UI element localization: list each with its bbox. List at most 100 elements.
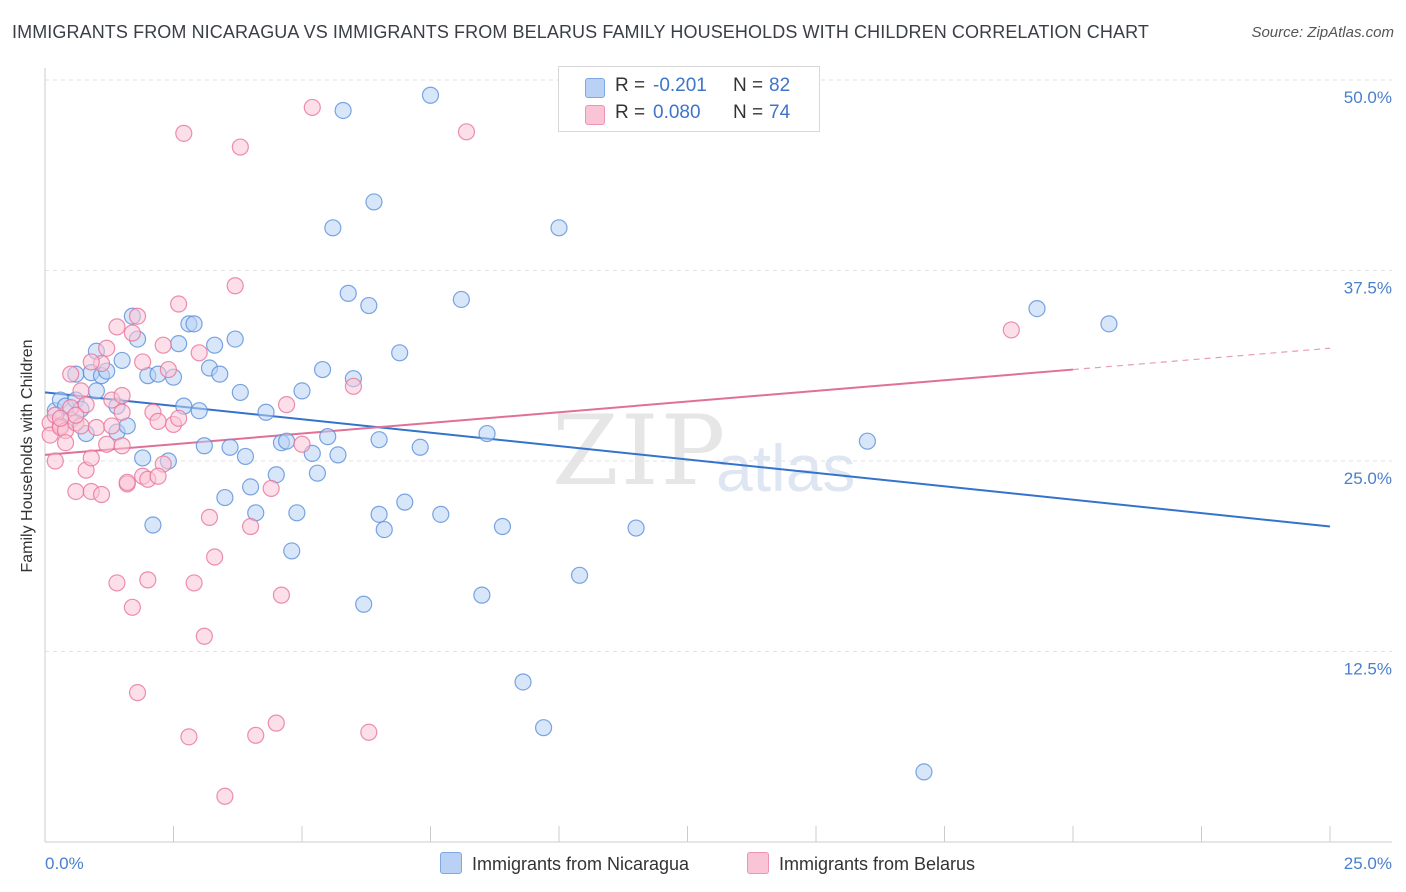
point-belarus [457,123,476,141]
point-belarus [360,723,378,741]
point-nicaragua [170,335,188,353]
point-belarus [272,586,291,604]
n-label: N = [733,102,764,123]
point-belarus [149,412,167,430]
point-nicaragua [87,382,106,400]
point-belarus [123,324,141,342]
point-belarus [200,508,219,526]
n-label: N = [733,75,764,96]
point-belarus [149,467,167,485]
point-nicaragua [534,719,553,737]
chart-title: IMMIGRANTS FROM NICARAGUA VS IMMIGRANTS … [12,22,1149,42]
legend-swatch-nicaragua [585,78,605,98]
point-belarus [262,479,280,498]
point-nicaragua [473,586,491,604]
point-belarus [185,574,203,592]
point-belarus [113,386,131,405]
bottom-legend-label: Immigrants from Nicaragua [472,854,690,874]
point-belarus [98,435,116,453]
trend-belarus [44,368,1074,456]
point-nicaragua [411,438,429,456]
point-nicaragua [375,520,393,539]
point-nicaragua [627,519,645,537]
tick-labels: 12.5% 25.0% 37.5% 50.0% 0.0% 25.0% [45,88,1392,873]
point-belarus [118,473,136,491]
point-nicaragua [334,101,352,120]
point-nicaragua [329,446,347,464]
y-tick-label: 37.5% [1344,279,1392,298]
trend-belarus-extension [1072,347,1331,371]
trend-lines [44,347,1331,528]
point-nicaragua [190,402,208,420]
point-belarus [67,406,85,424]
point-belarus [82,353,100,371]
bottom-legend-belarus: Immigrants from Belarus [747,852,975,875]
axes [44,68,1392,843]
point-belarus [1002,321,1020,339]
data-points [41,86,1118,805]
point-nicaragua [339,284,357,302]
point-nicaragua [370,505,388,523]
r-label: R = [615,75,646,96]
r-label: R = [615,102,646,123]
point-nicaragua [185,315,203,333]
point-nicaragua [231,383,249,402]
point-belarus [293,435,311,453]
bottom-legend-label: Immigrants from Belarus [779,854,976,874]
point-nicaragua [432,505,450,523]
point-belarus [190,344,208,362]
legend-swatch-belarus [585,105,605,125]
n-value: 82 [769,75,791,96]
point-nicaragua [355,595,373,613]
point-belarus [195,627,213,645]
point-belarus [56,434,75,452]
point-nicaragua [308,464,327,482]
point-belarus [113,437,131,455]
point-nicaragua [242,478,260,496]
point-nicaragua [1028,300,1046,318]
source-credit: Source: ZipAtlas.com [1251,24,1394,41]
point-belarus [128,684,147,702]
point-belarus [247,726,265,744]
point-belarus [51,409,70,427]
point-nicaragua [915,763,933,781]
point-belarus [303,98,321,117]
point-belarus [77,396,95,414]
point-belarus [277,396,296,414]
point-belarus [242,517,260,536]
gridlines [45,79,1392,652]
watermark-atlas: atlas [716,431,856,505]
point-belarus [98,339,116,357]
x-tick-label-min: 0.0% [45,854,84,873]
point-belarus [170,295,188,313]
bottom-legend-nicaragua: Immigrants from Nicaragua [440,852,689,875]
point-nicaragua [277,432,296,450]
point-nicaragua [293,382,311,400]
y-tick-label: 25.0% [1344,469,1392,488]
point-nicaragua [211,365,229,383]
point-belarus [231,138,249,156]
bottom-legend-swatch-nicaragua [440,852,462,874]
point-nicaragua [396,493,414,511]
point-nicaragua [370,431,388,449]
point-belarus [159,360,177,379]
n-value: 74 [769,102,791,123]
point-belarus [108,318,126,336]
point-belarus [113,403,131,421]
y-tick-label: 12.5% [1344,660,1392,679]
point-belarus [344,377,362,395]
point-belarus [103,417,121,435]
point-nicaragua [1100,315,1118,333]
point-belarus [46,452,64,470]
point-nicaragua [288,504,306,522]
point-nicaragua [365,193,383,211]
point-nicaragua [134,449,152,467]
point-nicaragua [360,296,378,315]
point-nicaragua [514,673,532,691]
point-belarus [206,548,224,566]
point-nicaragua [478,424,496,443]
correlation-legend: R = -0.201 N = 82 R = 0.080 N = 74 [558,66,820,132]
point-belarus [62,365,80,383]
point-belarus [123,598,141,616]
